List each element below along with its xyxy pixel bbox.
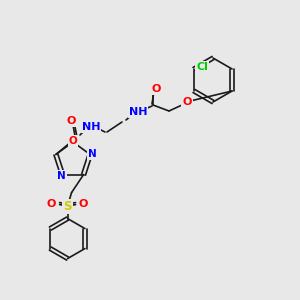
Text: O: O [182, 97, 192, 107]
Text: O: O [151, 84, 161, 94]
Text: O: O [69, 136, 77, 146]
Text: O: O [66, 116, 76, 126]
Text: NH: NH [129, 107, 147, 117]
Text: NH: NH [82, 122, 100, 132]
Text: O: O [79, 199, 88, 208]
Text: S: S [63, 200, 72, 213]
Text: N: N [57, 171, 66, 181]
Text: O: O [47, 199, 56, 208]
Text: N: N [88, 149, 97, 159]
Text: Cl: Cl [196, 62, 208, 72]
